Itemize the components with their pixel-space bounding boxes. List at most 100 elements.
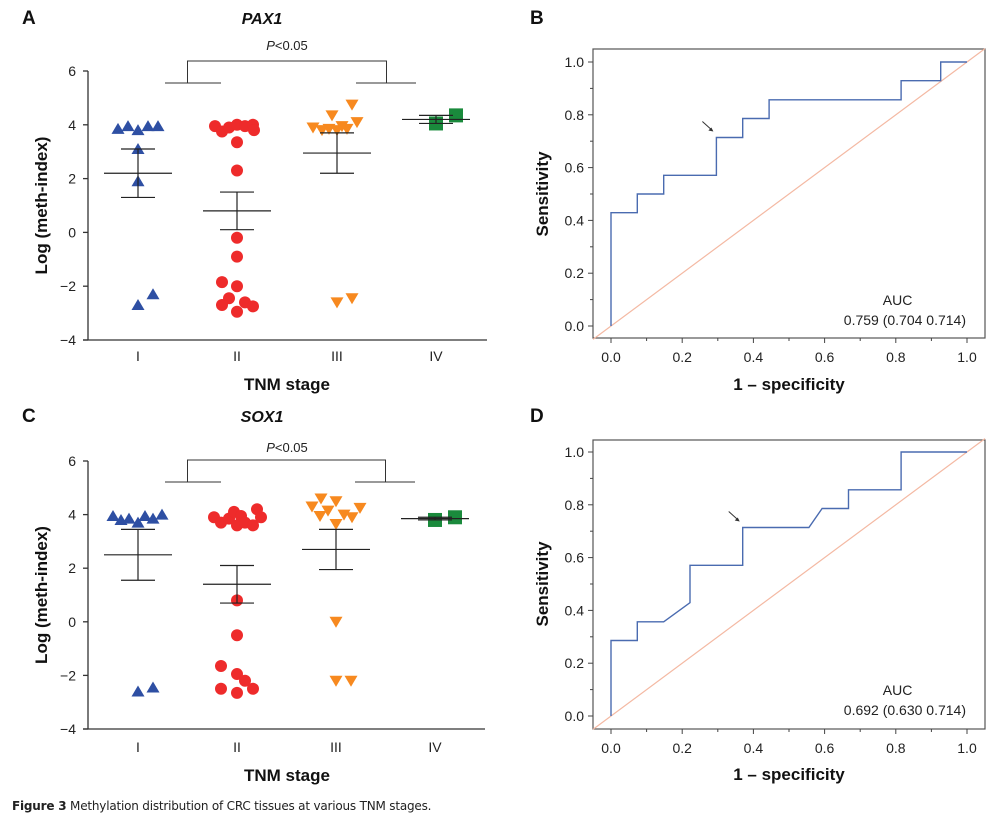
data-point <box>345 99 359 111</box>
data-point <box>231 305 243 318</box>
data-point <box>247 519 259 532</box>
x-tick-label: 0.8 <box>886 349 906 365</box>
roc-panel-b: B 0.0 0.2 0.4 0.6 0.8 1.0 1.0 0.8 0.6 0.4 0.2 0.0 AUC… <box>530 8 986 394</box>
caption-label: Figure 3 <box>12 799 67 813</box>
data-point <box>247 300 259 313</box>
arrow-head <box>734 517 740 522</box>
auc-value: 0.692 (0.630 0.714) <box>844 702 966 718</box>
data-point <box>121 120 135 132</box>
data-point <box>131 516 145 528</box>
data-point <box>335 121 349 133</box>
panel-letter: D <box>530 406 544 427</box>
y-tick-label: 6 <box>68 63 76 79</box>
data-point <box>155 508 169 520</box>
cutoff-arrow-icon <box>728 511 740 522</box>
data-point <box>248 124 260 137</box>
data-point <box>231 280 243 293</box>
data-point <box>231 231 243 244</box>
y-axis-label: Log (meth-index) <box>32 526 51 664</box>
auc-value: 0.759 (0.704 0.714) <box>844 312 966 328</box>
reference-diagonal <box>592 48 986 340</box>
data-point <box>131 124 145 136</box>
x-tick-label: 0.6 <box>815 349 835 365</box>
data-point <box>329 675 343 687</box>
x-axis-label: 1 – specificity <box>733 765 845 784</box>
y-tick-label: −4 <box>60 332 76 348</box>
data-point <box>122 512 136 524</box>
data-point <box>138 509 152 521</box>
x-tick-label: III <box>331 348 343 364</box>
auc-label: AUC <box>883 292 913 308</box>
data-point <box>231 686 243 699</box>
data-point <box>231 250 243 263</box>
data-point <box>231 629 243 642</box>
data-point <box>305 501 319 513</box>
x-tick-label: 1.0 <box>957 349 977 365</box>
y-tick-label: 0.2 <box>565 265 585 281</box>
x-axis-label: 1 – specificity <box>733 375 845 394</box>
significance-bracket <box>187 459 386 482</box>
series-stage-ii <box>203 118 271 318</box>
data-point <box>111 122 125 134</box>
x-tick-label: I <box>136 739 140 755</box>
auc-label: AUC <box>883 682 913 698</box>
x-tick-label: IV <box>429 348 443 364</box>
x-tick-label: II <box>233 739 241 755</box>
data-point <box>448 510 462 525</box>
x-tick-label: 0.2 <box>672 349 692 365</box>
data-point <box>350 117 364 129</box>
y-tick-label: 0.0 <box>565 318 585 334</box>
x-tick-label: 0.8 <box>886 740 906 756</box>
p-value-annotation: P<0.05 <box>266 440 308 455</box>
caption-text: Methylation distribution of CRC tissues … <box>66 799 432 813</box>
x-tick-label: 0.4 <box>744 349 764 365</box>
significance-bracket <box>187 60 387 83</box>
x-tick-label: II <box>233 348 241 364</box>
x-tick-label: IV <box>428 739 442 755</box>
data-point <box>329 518 343 530</box>
gene-title: PAX1 <box>242 11 283 28</box>
data-point <box>345 293 359 305</box>
data-point <box>231 668 243 681</box>
series-stage-iv <box>401 510 469 527</box>
x-tick-label: 0.0 <box>601 349 621 365</box>
data-point <box>344 675 358 687</box>
data-point <box>215 682 227 695</box>
y-tick-label: −2 <box>60 667 76 683</box>
data-point <box>146 681 160 693</box>
x-axis-label: TNM stage <box>244 375 330 394</box>
series-stage-iii <box>303 99 371 309</box>
y-tick-label: 6 <box>68 453 76 469</box>
y-tick-label: 0.6 <box>565 160 585 176</box>
data-point <box>345 512 359 524</box>
y-tick-label: 1.0 <box>565 54 585 70</box>
data-point <box>353 502 367 514</box>
x-tick-label: 0.4 <box>744 740 764 756</box>
y-tick-label: 0.4 <box>565 212 585 228</box>
panel-letter: C <box>22 406 36 427</box>
y-axis-label: Sensitivity <box>533 541 552 627</box>
data-point <box>231 164 243 177</box>
data-point <box>131 685 145 697</box>
series-stage-i <box>104 120 172 311</box>
y-tick-label: 0.4 <box>565 602 585 618</box>
series-stage-i <box>104 508 172 697</box>
data-point <box>255 511 267 524</box>
y-tick-label: 4 <box>68 507 76 523</box>
y-axis-label: Sensitivity <box>533 151 552 237</box>
data-point <box>131 299 145 311</box>
y-tick-label: 0.2 <box>565 655 585 671</box>
roc-curve <box>610 61 967 326</box>
gene-title: SOX1 <box>241 409 284 426</box>
y-tick-label: 0.8 <box>565 107 585 123</box>
series-stage-iv <box>402 108 470 131</box>
data-point <box>216 299 228 312</box>
x-tick-label: 0.6 <box>815 740 835 756</box>
y-tick-label: 0.6 <box>565 550 585 566</box>
y-tick-label: 0.8 <box>565 497 585 513</box>
data-point <box>313 510 327 522</box>
y-tick-label: 2 <box>68 560 76 576</box>
data-point <box>106 509 120 521</box>
